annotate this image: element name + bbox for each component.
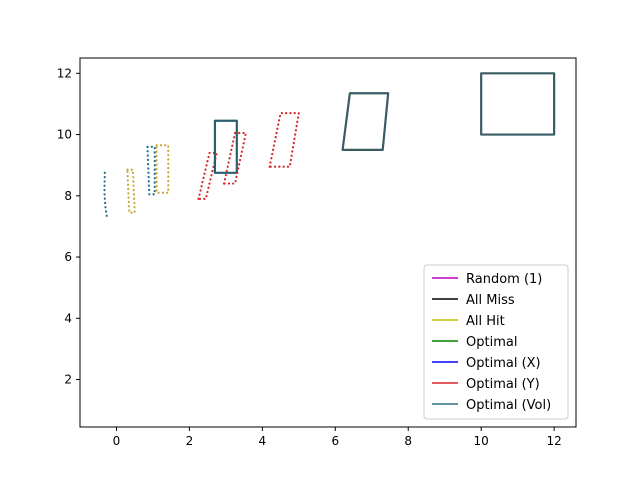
series-9-line [480,72,556,136]
x-tick-label: 2 [186,434,194,448]
series-4-line [197,151,218,200]
x-tick-label: 0 [113,434,121,448]
series-3-line [155,144,170,194]
series-1-line [126,168,136,214]
legend-label: Random (1) [466,272,542,287]
y-tick-label: 6 [64,250,72,264]
legend-label: Optimal [466,335,517,350]
x-tick-label: 6 [331,434,339,448]
series-8-line [341,92,390,151]
legend-box [423,264,569,420]
legend: Random (1) All Miss All Hit Optimal Optimal … [423,264,569,420]
x-tick-label: 12 [546,434,561,448]
series-7-line [268,112,300,168]
legend-label: All Miss [466,293,515,308]
y-tick-label: 10 [57,128,72,142]
legend-label: All Hit [466,314,505,329]
series-2-line [146,145,156,196]
y-tick-label: 2 [64,373,72,387]
series-6-line [222,131,248,185]
legend-label: Optimal (X) [466,356,541,371]
y-tick-label: 4 [64,311,72,325]
legend-label: Optimal (Y) [466,377,540,392]
axes-frame [79,57,577,428]
y-tick-label: 12 [57,66,72,80]
legend-label: Optimal (Vol) [466,398,551,413]
y-tick-label: 8 [64,189,72,203]
plot-area [103,72,556,219]
x-tick-label: 10 [474,434,489,448]
axes: 0 2 4 6 8 10 12 2 4 6 8 10 12 [57,57,577,448]
x-tick-label: 8 [404,434,412,448]
x-tick-label: 4 [259,434,267,448]
